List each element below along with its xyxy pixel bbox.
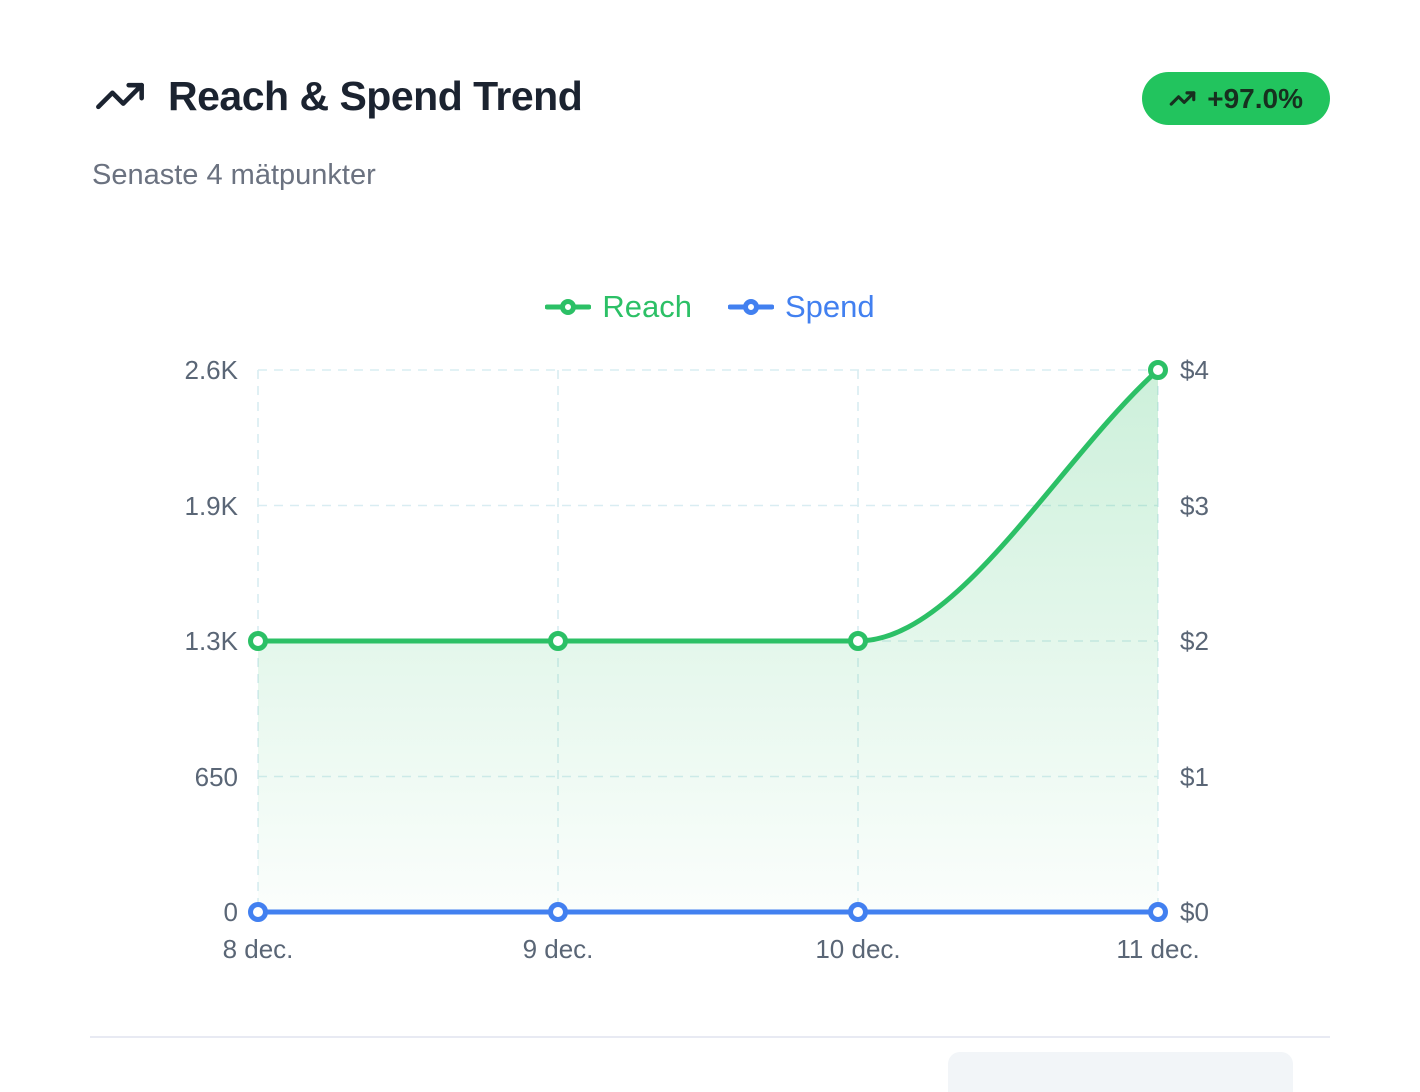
y-axis-left-label-2: 1.3K [184,626,239,656]
reach-point-3 [1148,360,1168,380]
spend-point-0 [248,902,268,922]
spend-point-1 [548,902,568,922]
legend-item-reach[interactable]: Reach [545,289,692,325]
spend-point-3 [1148,902,1168,922]
y-axis-left-label-4: 2.6K [184,355,239,385]
card-header: Reach & Spend Trend [92,70,583,122]
y-axis-right-label-4: $4 [1180,355,1209,385]
reach-point-1 [548,631,568,651]
y-axis-left-label-1: 650 [194,761,238,792]
legend-label-reach: Reach [602,289,692,324]
reach-point-0 [248,631,268,651]
x-axis-label-1: 9 dec. [522,934,594,964]
legend-label-spend: Spend [784,289,875,324]
y-axis-right-label-0: $0 [1180,897,1209,927]
bottom-partial-element [948,1052,1293,1092]
page-title: Reach & Spend Trend [168,72,583,119]
y-axis-left-label-3: 1.9K [184,490,239,521]
trend-badge: +97.0% [1142,72,1330,125]
y-axis-right-label-3: $3 [1180,490,1209,521]
chart-legend: Reach Spend [0,289,1420,325]
y-axis-left-label-0: 0 [223,897,238,927]
legend-line-icon [727,299,774,315]
x-axis-label-2: 10 dec. [815,934,901,964]
y-axis-right-label-1: $1 [1180,761,1209,792]
spend-point-2 [848,902,868,922]
badge-trending-up-icon [1169,85,1196,112]
card-subtitle: Senaste 4 mätpunkter [92,159,376,191]
trending-up-icon [92,70,148,122]
legend-line-icon [545,299,592,315]
reach-point-2 [848,631,868,651]
badge-label: +97.0% [1207,82,1303,114]
y-axis-right-label-2: $2 [1180,626,1209,656]
x-axis-label-3: 11 dec. [1116,934,1200,964]
bottom-divider [90,1036,1330,1038]
x-axis-label-0: 8 dec. [222,934,294,964]
legend-item-spend[interactable]: Spend [727,289,875,325]
reach-line [255,367,1161,644]
